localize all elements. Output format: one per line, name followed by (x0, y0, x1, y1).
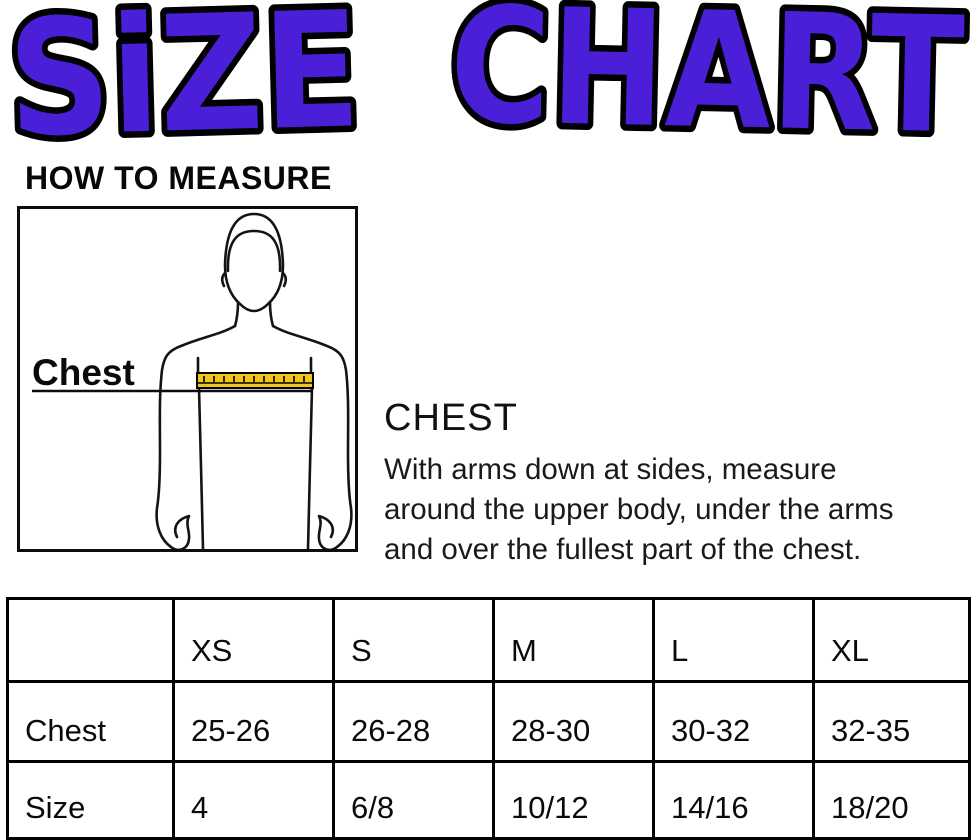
column-header-m: M (492, 597, 655, 683)
chest-value-xl: 32-35 (812, 680, 971, 763)
column-header-xl: XL (812, 597, 971, 683)
size-value-m: 10/12 (492, 760, 655, 840)
how-to-measure-heading: HOW TO MEASURE (25, 160, 332, 196)
person-torso-right (306, 386, 314, 549)
measure-diagram-box: Chest (17, 206, 358, 552)
chest-section-heading: CHEST (384, 397, 518, 439)
size-chart-table: XS S M L XL Chest 25-26 26-28 28-30 30-3… (6, 597, 971, 840)
chest-measurement-row: Chest 25-26 26-28 28-30 30-32 32-35 (6, 680, 971, 763)
person-left-arm (155, 324, 237, 549)
chest-value-xs: 25-26 (172, 680, 335, 763)
chest-section-paragraph: With arms down at sides, measure around … (384, 450, 893, 570)
page-title: SiZE CHART (0, 0, 972, 152)
person-neck-left (233, 300, 240, 328)
person-torso-left (197, 386, 205, 549)
size-value-l: 14/16 (652, 760, 815, 840)
person-ear-left (220, 271, 227, 288)
chest-paragraph-line3: and over the fullest part of the chest. (384, 533, 862, 566)
size-value-s: 6/8 (332, 760, 495, 840)
chest-paragraph-line2: around the upper body, under the arms (384, 493, 894, 526)
size-value-xl: 18/20 (812, 760, 971, 840)
size-value-xs: 4 (172, 760, 335, 840)
person-hair (226, 229, 282, 273)
chest-diagram-label: Chest (32, 352, 135, 393)
chest-value-s: 26-28 (332, 680, 495, 763)
column-header-xs: XS (172, 597, 335, 683)
row-label-size: Size (6, 760, 175, 840)
person-right-arm (271, 324, 353, 549)
size-number-row: Size 4 6/8 10/12 14/16 18/20 (6, 760, 971, 840)
row-label-chest: Chest (6, 680, 175, 763)
title-word-chart: CHART (448, 0, 966, 152)
measuring-tape-icon (196, 372, 314, 389)
chest-value-l: 30-32 (652, 680, 815, 763)
chest-paragraph-line1: With arms down at sides, measure (384, 453, 837, 486)
size-table-header-row: XS S M L XL (6, 597, 971, 683)
column-header-s: S (332, 597, 495, 683)
person-figure-illustration: Chest (32, 212, 353, 549)
person-neck-right (268, 300, 275, 328)
person-ear-right (281, 271, 288, 288)
title-word-size: SiZE (6, 0, 363, 152)
measuring-tape-ticks (203, 376, 305, 382)
person-head (223, 212, 285, 313)
size-table-corner-cell (6, 597, 175, 683)
chest-value-m: 28-30 (492, 680, 655, 763)
column-header-l: L (652, 597, 815, 683)
